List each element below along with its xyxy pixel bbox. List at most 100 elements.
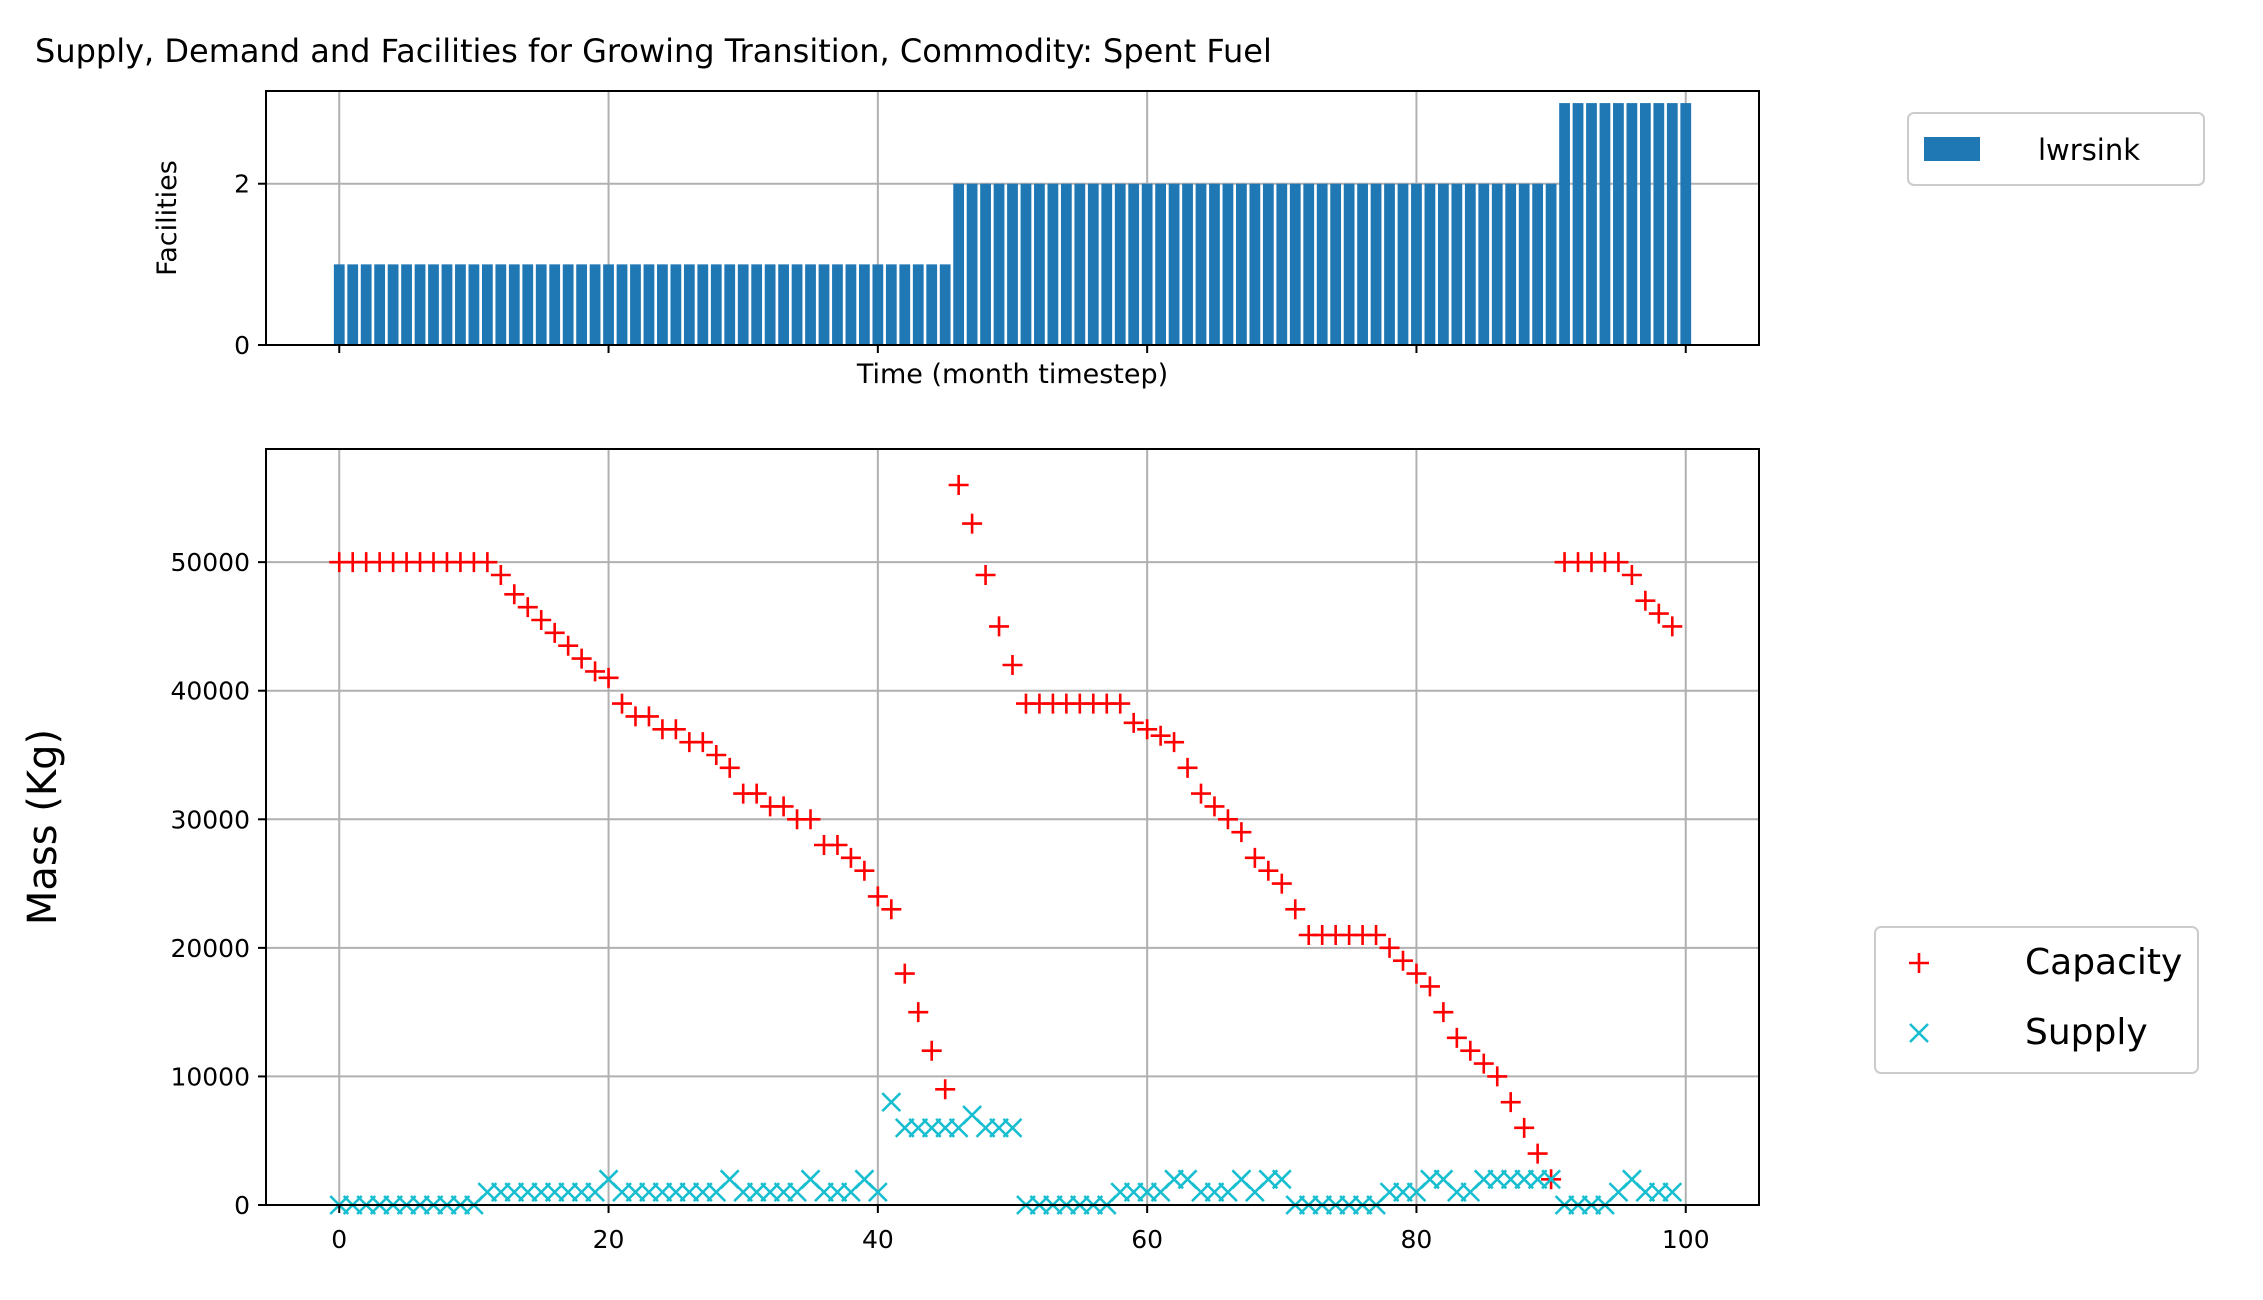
- chart-title: Supply, Demand and Facilities for Growin…: [35, 32, 1272, 70]
- marker: [598, 667, 619, 688]
- marker: [1608, 552, 1629, 573]
- bar: [1209, 183, 1220, 345]
- bar: [724, 264, 736, 345]
- marker: [948, 475, 969, 495]
- bar: [1586, 103, 1597, 345]
- bar: [616, 264, 628, 345]
- marker: [1204, 796, 1225, 817]
- bar: [939, 264, 951, 345]
- bar: [1437, 183, 1449, 345]
- bar: [791, 264, 803, 345]
- bar: [1478, 183, 1490, 345]
- marker: [1392, 950, 1413, 971]
- bar: [1464, 183, 1476, 345]
- bar: [1020, 183, 1032, 345]
- bar: [1411, 183, 1422, 345]
- marker: [558, 635, 579, 656]
- bar: [455, 264, 466, 345]
- bar: [1545, 183, 1557, 345]
- bar: [630, 264, 641, 345]
- bar: [751, 264, 763, 345]
- marker: [867, 886, 888, 907]
- bar: [966, 183, 978, 345]
- bar: [549, 264, 561, 345]
- bar: [441, 264, 453, 345]
- marker: [585, 661, 606, 682]
- bar: [1491, 183, 1503, 345]
- marker: [867, 1182, 888, 1203]
- marker: [1662, 616, 1683, 637]
- marker: [1500, 1092, 1521, 1113]
- x-tick-label: 20: [593, 1225, 625, 1254]
- bar: [1505, 183, 1517, 345]
- bar: [764, 264, 776, 345]
- bar: [1195, 183, 1207, 345]
- y-axis-label: Mass (Kg): [20, 729, 66, 925]
- bar: [1370, 183, 1382, 345]
- legend-marker: [1909, 1023, 1929, 1043]
- y-axis-label: Facilities: [152, 160, 183, 276]
- marker: [1527, 1143, 1548, 1164]
- bar: [1114, 183, 1126, 345]
- bar: [697, 264, 709, 345]
- marker: [962, 513, 983, 534]
- bar: [360, 264, 372, 345]
- legend-label: lwrsink: [2038, 133, 2140, 167]
- bar: [562, 264, 574, 345]
- bar: [589, 264, 601, 345]
- marker: [1137, 719, 1158, 740]
- bar: [1262, 183, 1274, 345]
- bar: [657, 264, 668, 345]
- marker: [1110, 693, 1131, 714]
- x-tick-label: 0: [331, 1225, 347, 1254]
- legend-swatch: [1924, 137, 1980, 161]
- legend-box: [1907, 112, 2205, 186]
- marker: [1460, 1040, 1481, 1061]
- bar: [1060, 183, 1072, 345]
- marker: [1419, 976, 1440, 997]
- marker: [1150, 725, 1171, 746]
- bar: [1424, 183, 1436, 345]
- bar: [1155, 183, 1167, 345]
- marker: [544, 622, 565, 643]
- marker: [1231, 822, 1252, 843]
- bar: [993, 183, 1005, 345]
- bar: [1047, 183, 1059, 345]
- bar: [347, 264, 359, 345]
- marker: [1258, 860, 1279, 881]
- bar: [1303, 183, 1315, 345]
- bar: [468, 264, 480, 345]
- x-tick-label: 40: [862, 1225, 894, 1254]
- bar: [1141, 183, 1153, 345]
- bar: [1613, 103, 1624, 345]
- marker: [665, 719, 686, 740]
- y-tick-label: 0: [234, 331, 250, 360]
- marker: [1406, 963, 1427, 984]
- bar: [1357, 183, 1368, 345]
- bar: [603, 264, 614, 345]
- marker: [1191, 783, 1212, 804]
- marker: [1473, 1053, 1494, 1074]
- marker: [800, 809, 821, 830]
- y-tick-label: 10000: [170, 1062, 250, 1091]
- legend-label: Capacity: [2025, 942, 2182, 983]
- axes-frame: [265, 90, 1760, 346]
- marker: [773, 796, 794, 817]
- marker: [1002, 655, 1023, 675]
- bar: [1639, 103, 1651, 345]
- y-tick-label: 20000: [170, 934, 250, 963]
- bar: [535, 264, 547, 345]
- marker: [1635, 590, 1656, 611]
- bar: [1276, 183, 1288, 345]
- bar: [980, 183, 991, 345]
- marker: [1002, 1117, 1023, 1138]
- y-tick-label: 50000: [170, 548, 250, 577]
- bar: [1168, 183, 1180, 345]
- bar: [1249, 183, 1261, 345]
- marker: [854, 860, 875, 881]
- marker: [477, 552, 498, 573]
- legend-box: [1874, 926, 2199, 1074]
- marker: [1648, 603, 1669, 624]
- bar: [495, 264, 507, 345]
